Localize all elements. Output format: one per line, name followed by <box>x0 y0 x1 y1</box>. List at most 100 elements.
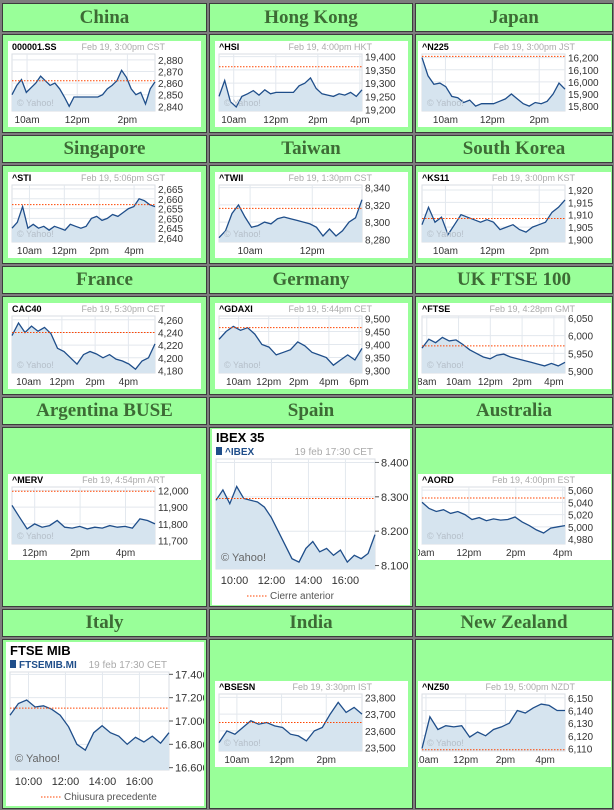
x-tick-label: 12pm <box>479 115 504 126</box>
x-tick-label: 2pm <box>70 548 89 559</box>
yahoo-watermark: © Yahoo! <box>15 753 60 765</box>
x-tick-label: 10am <box>226 377 251 388</box>
x-tick-label: 8am <box>418 377 436 388</box>
n225-chart[interactable]: ^N225 Feb 19, 3:00pm JST© Yahoo!16,20016,… <box>417 40 611 127</box>
symbol-label: CAC40 <box>12 304 42 314</box>
symbol-label: ^STI <box>12 173 31 183</box>
y-tick-label: 16,100 <box>568 65 599 76</box>
x-tick-label: 10am <box>446 377 471 388</box>
x-tick-label: 12pm <box>49 377 74 388</box>
y-tick-label: 2,870 <box>158 67 183 78</box>
y-tick-label: 8,320 <box>365 200 390 211</box>
x-tick-label: 4pm <box>552 548 571 559</box>
sti-chart[interactable]: ^STI Feb 19, 5:06pm SGT © Yahoo! 2,6652,660… <box>8 171 201 258</box>
y-tick-label: 4,240 <box>158 328 183 339</box>
x-tick-label: 2pm <box>316 755 335 766</box>
yahoo-watermark: © Yahoo! <box>224 738 261 748</box>
market-title-italy: Italy <box>2 609 207 637</box>
x-tick-label: 4pm <box>535 755 554 766</box>
price-line <box>11 68 156 108</box>
y-tick-label: 23,800 <box>365 693 396 704</box>
market-chart-cell-argentina-buse: ^MERV Feb 19, 4:54pm ART © Yahoo! 12,000 11,… <box>2 427 207 607</box>
symbol-label: ^BSESN <box>219 682 255 692</box>
timestamp: Feb 19, 4:28pm GMT <box>489 304 575 314</box>
yahoo-watermark: © Yahoo! <box>224 229 261 239</box>
y-tick-label: 5,950 <box>568 349 593 360</box>
y-tick-label: 9,450 <box>365 327 390 338</box>
merv-chart[interactable]: ^MERV Feb 19, 4:54pm ART © Yahoo! 12,000 11,… <box>8 474 201 560</box>
cac40-chart[interactable]: CAC40 Feb 19, 5:30pm CET © Yahoo! 4,260 4,24… <box>8 302 201 389</box>
x-tick-label: 10:00 <box>14 776 42 788</box>
y-tick-label: 2,860 <box>158 79 183 90</box>
price-line <box>218 198 363 238</box>
y-tick-label: 1,915 <box>568 198 593 209</box>
price-area <box>421 199 565 242</box>
x-tick-label: 4pm <box>124 246 143 257</box>
timestamp: 19 feb 17:30 CET <box>295 447 373 458</box>
y-tick-label: 9,350 <box>365 353 390 364</box>
y-tick-label: 11,900 <box>158 503 188 514</box>
y-tick-label: 8.400 <box>381 457 409 469</box>
y-tick-label: 9,400 <box>365 340 390 351</box>
x-tick-label: 16:00 <box>125 776 153 788</box>
x-tick-label: 10am <box>432 115 457 126</box>
symbol-label: ^AORD <box>422 475 454 485</box>
market-title-uk-ftse-100: UK FTSE 100 <box>415 266 613 294</box>
ftse-chart[interactable]: ^FTSE Feb 19, 4:28pm GMT © Yahoo! 6,050 6,00… <box>417 302 611 389</box>
ks11-chart[interactable]: ^KS11 Feb 19, 3:00pm KST © Yahoo! 1,920 1,91… <box>417 171 611 258</box>
market-chart-cell-new-zealand: ^NZ50 Feb 19, 5:00pm NZDT © Yahoo! 6,150 6,1… <box>415 639 613 809</box>
yahoo-watermark: © Yahoo! <box>427 531 464 541</box>
price-area <box>218 702 362 751</box>
y-tick-label: 23,600 <box>365 727 396 738</box>
price-line <box>11 197 156 231</box>
y-tick-label: 4,200 <box>158 353 183 364</box>
y-tick-label: 1,910 <box>568 210 593 221</box>
yahoo-watermark: © Yahoo! <box>427 229 464 239</box>
timestamp: Feb 19, 1:30pm CST <box>288 173 372 183</box>
x-tick-label: 2pm <box>85 377 104 388</box>
x-tick-label: 4pm <box>119 377 138 388</box>
timestamp: Feb 19, 3:00pm KST <box>491 173 575 183</box>
market-title-germany: Germany <box>209 266 413 294</box>
market-title-australia: Australia <box>415 397 613 425</box>
yahoo-watermark: © Yahoo! <box>17 229 54 239</box>
timestamp: 19 feb 17:30 CET <box>88 660 166 671</box>
markets-grid: China 000001.SS Feb 19, 3:00pm CST © Yahoo!… <box>2 3 613 809</box>
y-tick-label: 8.200 <box>381 526 409 538</box>
aord-chart[interactable]: ^AORD Feb 19, 4:00pm EST © Yahoo! 5,0605,04… <box>417 474 611 560</box>
nz50-chart[interactable]: ^NZ50 Feb 19, 5:00pm NZDT© Yahoo!6,1506,1… <box>417 681 611 767</box>
hsi-chart[interactable]: ^HSI Feb 19, 4:00pm HKT © Yahoo! 19,400 19,3… <box>214 40 408 127</box>
x-tick-label: 12pm <box>22 548 47 559</box>
timestamp: Feb 19, 5:06pm SGT <box>81 173 166 183</box>
y-tick-label: 19,400 <box>365 52 396 63</box>
bsesn-chart[interactable]: ^BSESN Feb 19, 3:30pm IST © Yahoo! 23,800 23… <box>214 681 408 767</box>
price-line <box>420 703 565 749</box>
y-tick-label: 1,905 <box>568 223 593 234</box>
symbol-label: ^FTSE <box>422 304 450 314</box>
y-tick-label: 8,340 <box>365 183 390 194</box>
y-tick-label: 6,120 <box>568 732 593 743</box>
timestamp: Feb 19, 3:30pm IST <box>292 682 372 692</box>
symbol-label: ^MERV <box>12 475 43 485</box>
x-tick-label: 10am <box>224 755 249 766</box>
price-area <box>421 336 565 373</box>
price-line <box>217 76 362 108</box>
ftsemib-mi-chart[interactable]: FTSE MIB FTSEMIB.MI 19 feb 17:30 CET © Yaho… <box>5 642 204 806</box>
y-tick-label: 11,800 <box>158 520 188 531</box>
y-tick-label: 6,130 <box>568 719 593 730</box>
y-tick-label: 2,645 <box>158 224 183 235</box>
y-tick-label: 6,050 <box>568 313 593 324</box>
y-tick-label: 4,980 <box>568 535 593 546</box>
symbol-label: FTSEMIB.MI <box>19 660 77 671</box>
ibex-chart[interactable]: IBEX 35 ^IBEX 19 feb 17:30 CET © Yahoo! 8.40… <box>212 429 410 605</box>
price-area <box>421 502 565 544</box>
gdaxi-chart[interactable]: ^GDAXI Feb 19, 5:44pm CET © Yahoo! 9,500 9,4… <box>214 302 408 389</box>
x-tick-label: 12pm <box>299 246 324 257</box>
twii-chart[interactable]: ^TWII Feb 19, 1:30pm CST © Yahoo! 8,340 8,32… <box>214 171 408 258</box>
000001-ss-chart[interactable]: 000001.SS Feb 19, 3:00pm CST © Yahoo! 2,880… <box>8 40 201 127</box>
y-tick-label: 2,850 <box>158 90 183 101</box>
x-tick-label: 10am <box>16 377 41 388</box>
y-tick-label: 12,000 <box>158 486 189 497</box>
y-tick-label: 17.400 <box>175 669 204 681</box>
x-tick-label: 12pm <box>52 246 77 257</box>
